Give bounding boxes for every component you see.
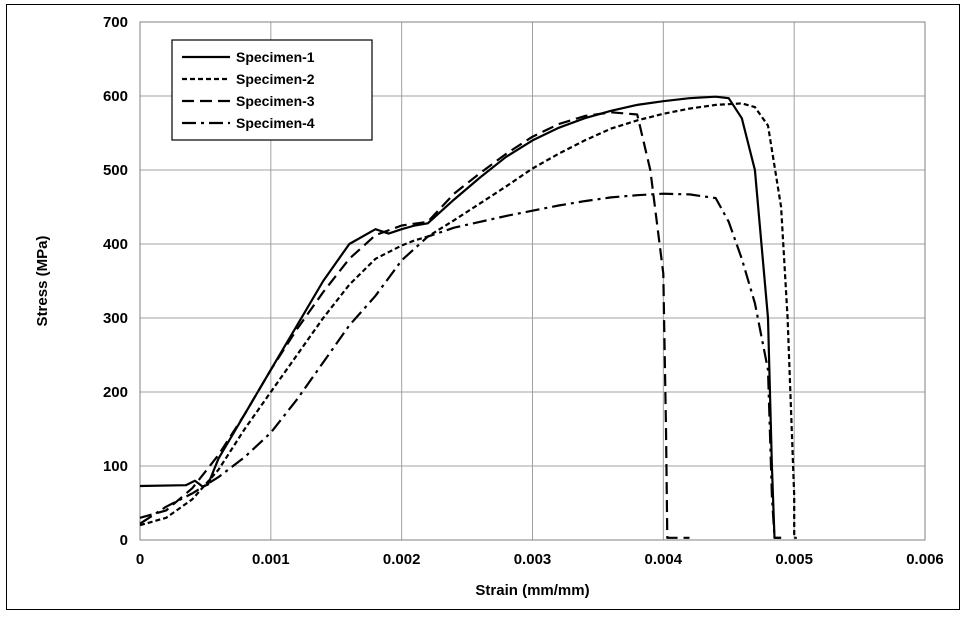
x-tick-label: 0.001 — [252, 551, 290, 568]
x-axis-label: Strain (mm/mm) — [475, 582, 589, 599]
legend-label-2: Specimen-2 — [236, 71, 315, 87]
legend-label-3: Specimen-3 — [236, 93, 315, 109]
plot-area-border — [139, 21, 926, 541]
y-tick-label: 500 — [103, 162, 128, 179]
legend-label-1: Specimen-1 — [236, 49, 315, 65]
y-tick-label: 200 — [103, 384, 128, 401]
y-tick-label: 100 — [103, 458, 128, 475]
x-tick-label: 0 — [136, 551, 144, 568]
y-tick-label: 0 — [120, 532, 128, 549]
y-tick-label: 600 — [103, 88, 128, 105]
x-tick-label: 0.002 — [383, 551, 421, 568]
y-tick-label: 300 — [103, 310, 128, 327]
y-tick-label: 400 — [103, 236, 128, 253]
series-line-2 — [139, 102, 797, 539]
series-line-1 — [139, 95, 782, 539]
x-tick-label: 0.006 — [906, 551, 944, 568]
stress-strain-chart: 0 0.001 0.002 0.003 0.004 0.005 0.006 0 100 200 30… — [34, 14, 944, 599]
legend: Specimen-1 Specimen-2 Specimen-3 Specimen-4 — [171, 39, 373, 141]
series-group — [139, 95, 797, 539]
gridlines — [139, 21, 926, 541]
chart-frame: 0 0.001 0.002 0.003 0.004 0.005 0.006 0 100 200 30… — [6, 4, 960, 610]
series-line-3 — [139, 111, 690, 539]
series-line-4 — [139, 192, 782, 539]
y-tick-label: 700 — [103, 14, 128, 31]
x-tick-label: 0.003 — [514, 551, 552, 568]
legend-label-4: Specimen-4 — [236, 115, 315, 131]
axes: 0 0.001 0.002 0.003 0.004 0.005 0.006 0 100 200 30… — [103, 14, 944, 568]
x-tick-label: 0.004 — [645, 551, 683, 568]
x-tick-label: 0.005 — [775, 551, 813, 568]
y-axis-label: Stress (MPa) — [34, 236, 51, 327]
